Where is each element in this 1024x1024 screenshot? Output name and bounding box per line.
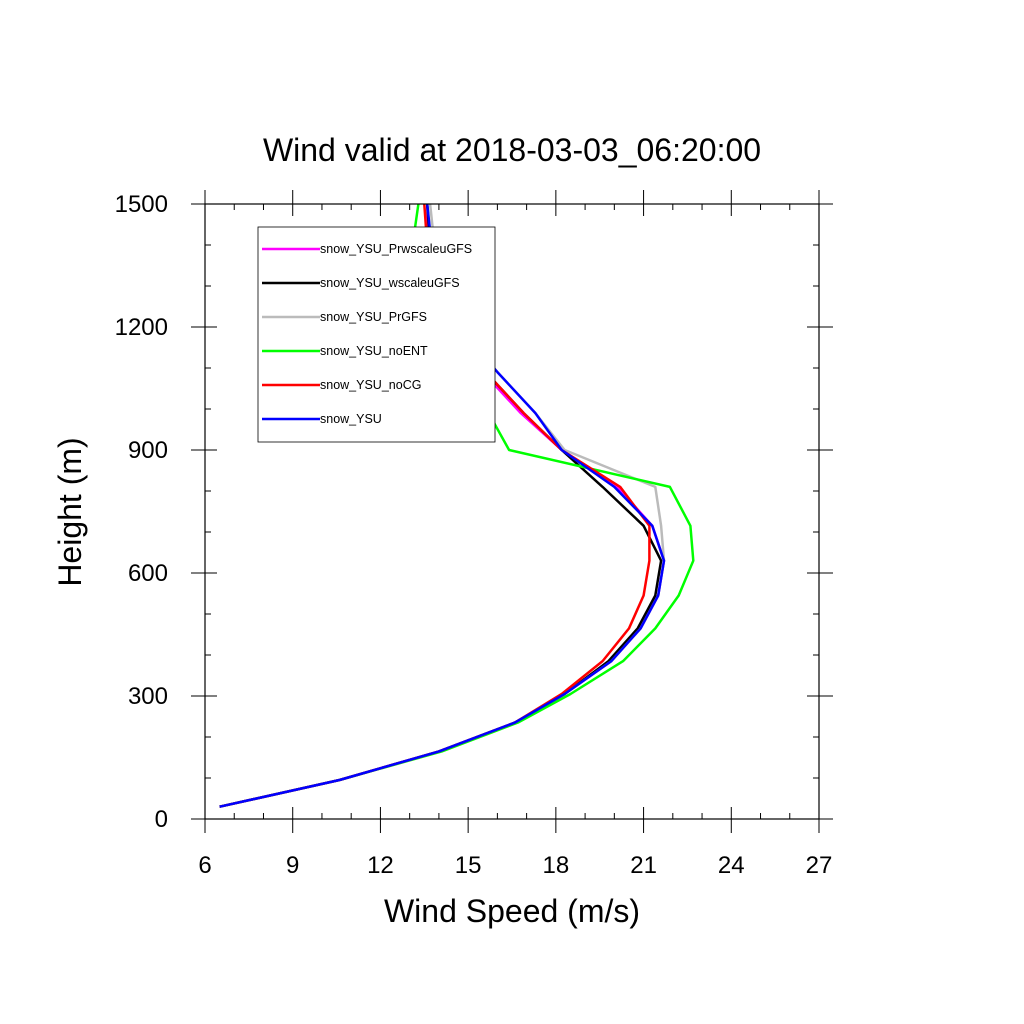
y-tick-label: 1200 (115, 314, 168, 341)
axis-tick-labels: 6 9 12 15 18 21 24 27 0 300 600 900 1200 1500 (115, 191, 833, 879)
x-tick-label: 27 (806, 852, 833, 879)
legend: snow_YSU_PrwscaleuGFS snow_YSU_wscaleuGFS… (257, 226, 496, 443)
x-tick-label: 18 (543, 852, 570, 879)
y-axis-label: Height (m) (52, 437, 88, 586)
legend-label: snow_YSU_noCG (320, 378, 421, 392)
x-tick-label: 15 (455, 852, 482, 879)
chart-title: Wind valid at 2018-03-03_06:20:00 (263, 132, 761, 168)
y-tick-label: 900 (128, 437, 168, 464)
legend-label: snow_YSU (320, 412, 382, 426)
x-tick-label: 24 (718, 852, 745, 879)
x-tick-label: 12 (367, 852, 394, 879)
x-tick-label: 21 (630, 852, 657, 879)
plot-frame (204, 203, 820, 820)
y-tick-label: 0 (155, 806, 168, 833)
x-tick-label: 9 (286, 852, 299, 879)
y-tick-label: 300 (128, 683, 168, 710)
legend-label: snow_YSU_wscaleuGFS (320, 276, 460, 290)
x-tick-label: 6 (198, 852, 211, 879)
x-axis-label: Wind Speed (m/s) (384, 893, 640, 929)
legend-label: snow_YSU_noENT (320, 344, 428, 358)
y-tick-label: 1500 (115, 191, 168, 218)
legend-label: snow_YSU_PrwscaleuGFS (320, 242, 472, 256)
legend-box (257, 226, 496, 443)
y-tick-label: 600 (128, 560, 168, 587)
legend-label: snow_YSU_PrGFS (320, 310, 427, 324)
